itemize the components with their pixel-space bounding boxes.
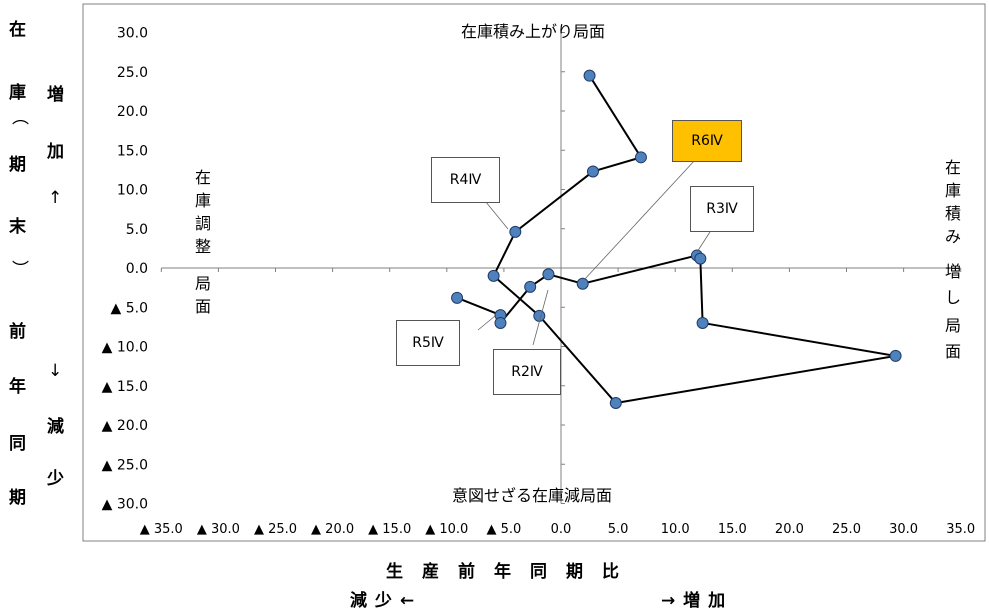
y-tick-label: ▲ 15.0 [102,379,148,395]
y-tick-label: ▲ 20.0 [102,418,148,434]
phase-right-char: 在 [944,158,961,177]
callout-leaders [477,159,711,346]
data-point [586,165,599,178]
x-tick-label: 0.0 [551,522,572,537]
x-axis-title: 生 産 前 年 同 期 比 [386,562,620,582]
data-point [509,225,522,238]
y-increase-char: 増 [47,85,64,105]
leader-r3 [696,231,711,253]
x-tick-label: 25.0 [832,522,861,537]
leader-r2 [532,289,549,346]
x-tick-label: ▲ 25.0 [254,522,297,537]
callout-r6: R6Ⅳ [672,120,742,162]
y-tick-label: 0.0 [126,261,148,277]
x-axis-increase: → 増 加 [661,591,727,611]
y-decrease-char: 減 [47,417,64,437]
phase-left-char: 局 [194,274,211,293]
y-title-char: 期 [9,155,26,175]
phase-right-char: み [944,227,961,246]
phase-left-char: 在 [194,168,211,187]
y-tick-label: 15.0 [117,143,148,159]
tick-labels: ▲ 35.0 ▲ 30.0 ▲ 25.0 ▲ 20.0 ▲ 15.0 ▲ 10.0 ▲ 5.… [102,26,976,538]
callout-r3: R3Ⅳ [690,186,754,232]
y-title-char: ︵ [12,108,29,128]
y-decrease-char: 少 [47,469,64,489]
y-title-char: 年 [9,377,26,397]
x-tick-label: 5.0 [608,522,629,537]
y-tick-label: 5.0 [126,222,148,238]
phase-right-char: し [944,288,961,307]
data-point [533,309,546,322]
callout-r4: R4Ⅳ [431,157,500,203]
y-tick-label: 20.0 [117,104,148,120]
data-point [542,268,555,281]
y-increase-char: ↑ [48,188,63,208]
phase-left-char: 調 [194,214,211,233]
y-tick-label: 30.0 [117,26,148,42]
x-tick-label: ▲ 30.0 [197,522,240,537]
y-tick-label: ▲ 5.0 [111,300,148,316]
y-tick-label: ▲ 25.0 [102,457,148,473]
data-point [576,277,589,290]
data-point [487,269,500,282]
data-points [451,69,902,410]
y-tick-label: 25.0 [117,65,148,81]
phase-left-char: 面 [194,297,211,316]
y-tick-label: ▲ 30.0 [102,497,148,513]
x-tick-label: 30.0 [889,522,918,537]
x-tick-label: 35.0 [946,522,975,537]
callout-r5: R5Ⅳ [396,320,460,366]
data-point [494,316,507,329]
phase-bottom-label: 意図せざる在庫減局面 [452,486,613,505]
y-title-char: 前 [9,322,26,342]
data-point [451,291,464,304]
y-title-char: 庫 [9,83,26,103]
y-title-char: 末 [9,217,26,237]
callout-r2: R2Ⅳ [493,349,561,395]
y-increase-char: 加 [47,142,64,162]
data-point [609,397,622,410]
axes [160,32,962,504]
x-axis-decrease: 減 少 ← [350,591,416,611]
plot-frame [82,3,986,542]
data-point [583,69,596,82]
leader-r5 [477,315,496,331]
x-tick-label: ▲ 10.0 [425,522,468,537]
x-tick-label: ▲ 35.0 [140,522,183,537]
y-title-char: 同 [9,434,26,454]
y-tick-label: 10.0 [117,183,148,199]
x-tick-label: ▲ 20.0 [311,522,354,537]
y-title-char: ︶ [12,260,29,280]
phase-top-label: 在庫積み上がり局面 [461,22,606,41]
phase-right-char: 局 [944,316,961,335]
phase-right-char: 庫 [944,181,961,200]
data-point [696,316,709,329]
data-point [634,151,647,164]
data-point [889,349,902,362]
phase-right-char: 面 [944,342,961,361]
x-tick-label: ▲ 5.0 [486,522,521,537]
phase-left-char: 庫 [194,191,211,210]
y-decrease-char: ↓ [48,361,63,381]
data-point [524,280,537,293]
data-point [694,252,707,265]
x-tick-label: 20.0 [775,522,804,537]
y-tick-label: ▲ 10.0 [102,340,148,356]
phase-right-char: 積 [944,204,961,223]
y-title-char: 期 [9,488,26,508]
y-title-char: 在 [9,20,26,40]
phase-right-char: 増 [944,262,961,281]
x-tick-label: 15.0 [718,522,747,537]
x-tick-label: 10.0 [661,522,690,537]
leader-r6 [583,159,696,281]
phase-left-char: 整 [194,237,211,256]
x-tick-label: ▲ 15.0 [368,522,411,537]
